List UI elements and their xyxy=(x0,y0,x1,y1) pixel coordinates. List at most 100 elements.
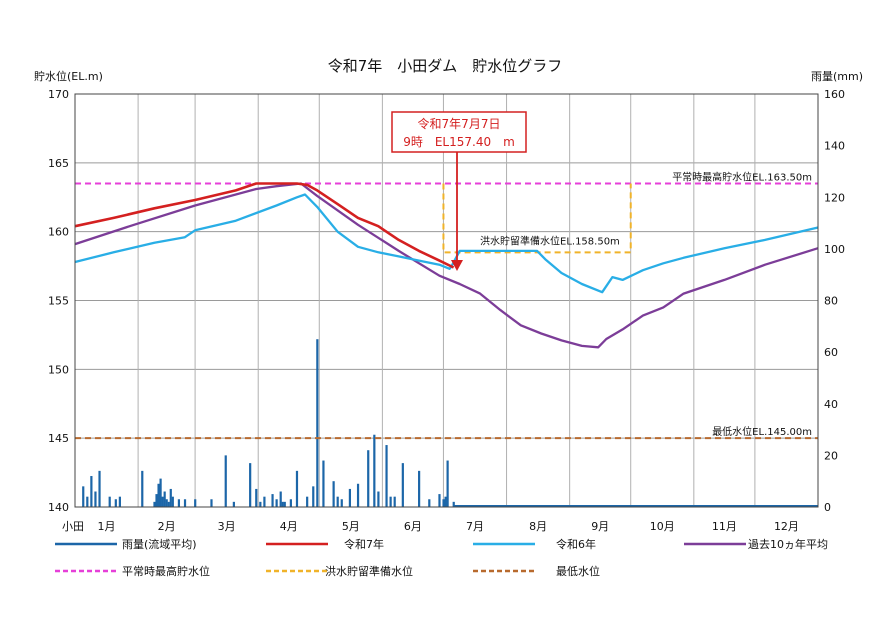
rainfall-bar xyxy=(141,470,144,507)
legend-label: 最低水位 xyxy=(556,564,600,578)
rainfall-bar xyxy=(279,491,282,507)
plot-frame xyxy=(74,93,819,508)
rainfall-bar xyxy=(312,486,315,507)
rainfall-bar xyxy=(385,445,388,507)
y2-tick-label: 40 xyxy=(824,398,838,411)
rainfall-bar xyxy=(159,478,162,507)
rainfall-bar xyxy=(275,499,278,507)
rainfall-bar xyxy=(283,501,286,507)
y2-axis-label: 雨量(mm) xyxy=(811,70,863,83)
x-tick-label: 2月 xyxy=(158,520,176,533)
annotation-line2: 9時 EL157.40 m xyxy=(403,135,515,149)
rainfall-bar xyxy=(82,486,85,507)
y2-tick-label: 60 xyxy=(824,346,838,359)
rainfall-bar xyxy=(94,491,97,507)
rainfall-bar xyxy=(232,501,235,507)
rainfall-bar xyxy=(153,501,156,507)
y2-tick-label: 160 xyxy=(824,88,845,101)
annotation-callout: 令和7年7月7日 9時 EL157.40 m xyxy=(391,111,527,271)
x-tick-label: 4月 xyxy=(280,520,298,533)
rainfall-bar xyxy=(428,499,431,507)
x-tick-label: 7月 xyxy=(466,520,484,533)
rainfall-bar xyxy=(367,450,370,507)
rainfall-bar xyxy=(114,499,117,507)
legend-label: 雨量(流域平均) xyxy=(122,537,197,551)
series-lines xyxy=(74,182,819,349)
rainfall-bar xyxy=(444,496,447,507)
rainfall-bar xyxy=(224,455,227,507)
rainfall-bar xyxy=(118,496,121,507)
rainfall-bar xyxy=(322,460,325,507)
rainfall-bar xyxy=(316,339,319,507)
corner-label: 小田 xyxy=(62,520,84,533)
y2-tick-label: 100 xyxy=(824,243,845,256)
rainfall-bar xyxy=(442,499,445,507)
rainfall-bar xyxy=(255,488,258,507)
x-tick-label: 9月 xyxy=(591,520,609,533)
x-tick-label: 5月 xyxy=(342,520,360,533)
series-line xyxy=(74,182,455,269)
x-tick-label: 12月 xyxy=(774,520,799,533)
rainfall-bar xyxy=(98,470,101,507)
rainfall-bar xyxy=(377,491,380,507)
y-tick-label: 165 xyxy=(48,157,69,170)
rainfall-bar xyxy=(348,488,352,507)
axis-ticks: 140 145 150 155 160 165 170 0 20 40 60 80 100 120 140 1… xyxy=(48,88,845,533)
rainfall-bar xyxy=(332,481,335,507)
rainfall-bar xyxy=(108,496,111,507)
rainfall-bar xyxy=(157,483,160,507)
rainfall-bar xyxy=(418,470,421,507)
y-tick-label: 170 xyxy=(48,88,69,101)
annotation-arrowhead xyxy=(451,260,463,271)
legend-label: 令和6年 xyxy=(556,537,596,551)
legend-label: 平常時最高貯水位 xyxy=(122,564,210,578)
x-tick-label: 10月 xyxy=(650,520,675,533)
rainfall-bar xyxy=(340,499,343,507)
max-level-label: 平常時最高貯水位EL.163.50m xyxy=(672,170,812,183)
chart-title: 令和7年 小田ダム 貯水位グラフ xyxy=(328,57,563,75)
y2-tick-label: 80 xyxy=(824,295,838,308)
rainfall-bar xyxy=(389,496,392,507)
rainfall-bar xyxy=(155,494,158,507)
y-tick-label: 160 xyxy=(48,226,69,239)
rainfall-bar xyxy=(90,476,93,507)
rainfall-bar xyxy=(446,460,449,507)
rainfall-bars xyxy=(82,339,818,507)
rainfall-bar xyxy=(194,499,197,507)
grid xyxy=(75,94,818,507)
y-tick-label: 140 xyxy=(48,501,69,514)
y-axis-label: 貯水位(EL.m) xyxy=(34,69,103,83)
rainfall-bar xyxy=(171,496,174,507)
rainfall-bar xyxy=(210,499,213,507)
rainfall-bar xyxy=(373,434,376,507)
rainfall-bar xyxy=(306,496,309,507)
rainfall-bar xyxy=(177,499,181,507)
rainfall-bar xyxy=(281,501,284,507)
legend-label: 洪水貯留準備水位 xyxy=(325,564,413,578)
series-line xyxy=(74,193,819,294)
reference-lines xyxy=(75,182,818,440)
rainfall-bar xyxy=(249,463,252,507)
y-tick-label: 150 xyxy=(48,363,69,376)
rainfall-bar xyxy=(183,499,187,507)
series-line xyxy=(74,182,819,349)
y2-tick-label: 120 xyxy=(824,191,845,204)
rainfall-bar xyxy=(86,496,89,507)
rainfall-bar xyxy=(161,496,164,507)
flood-level-label: 洪水貯留準備水位EL.158.50m xyxy=(480,234,620,247)
rainfall-bar xyxy=(271,494,274,507)
rainfall-bar xyxy=(263,496,266,507)
legend-label: 令和7年 xyxy=(344,537,384,551)
rainfall-bar xyxy=(356,483,360,507)
rainfall-bar xyxy=(438,494,441,507)
rainfall-bar xyxy=(163,491,166,507)
legend-label: 過去10ヵ年平均 xyxy=(748,537,828,551)
rainfall-bar xyxy=(167,501,170,507)
rainfall-bar xyxy=(452,501,455,507)
rainfall-bar xyxy=(165,499,168,507)
x-tick-label: 3月 xyxy=(218,520,236,533)
reference-labels: 平常時最高貯水位EL.163.50m 洪水貯留準備水位EL.158.50m 最低水位… xyxy=(480,170,812,438)
min-level-label: 最低水位EL.145.00m xyxy=(712,425,812,438)
